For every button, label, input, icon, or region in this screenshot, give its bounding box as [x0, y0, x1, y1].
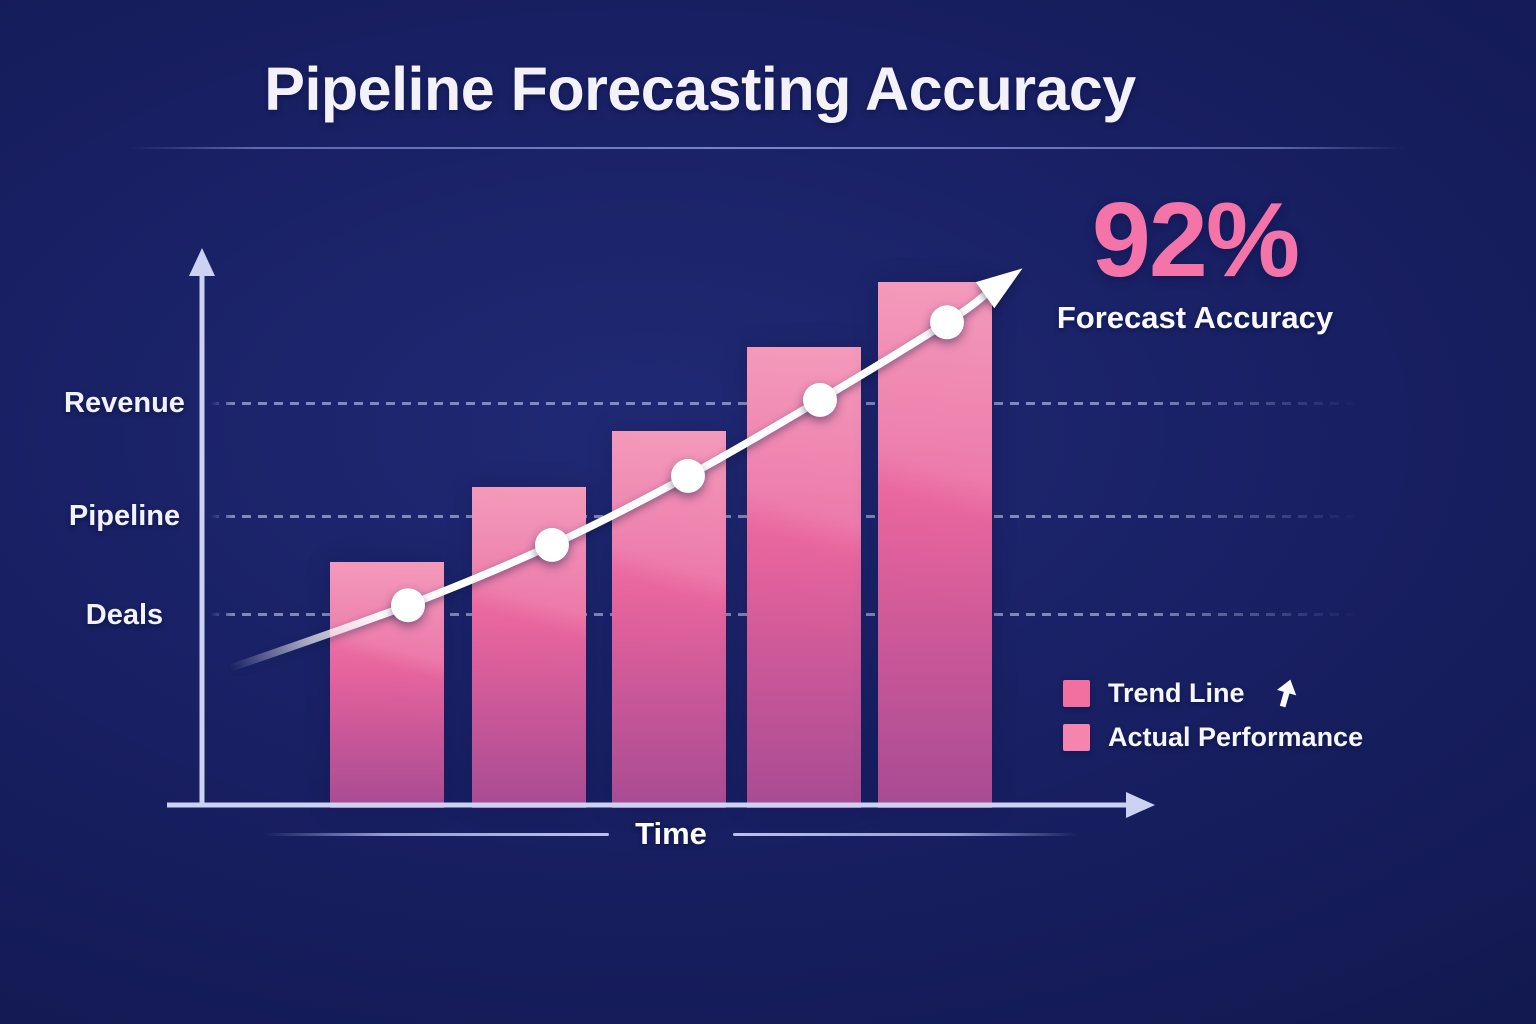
x-axis-arrow-icon	[1126, 792, 1155, 818]
forecast-accuracy-label: Forecast Accuracy	[1056, 300, 1334, 336]
legend-swatch-trend-line	[1063, 679, 1090, 707]
trend-point	[671, 458, 705, 493]
y-axis-label-deals: Deals	[85, 598, 164, 631]
trend-up-arrow-icon	[1273, 678, 1300, 709]
trend-point	[391, 588, 425, 623]
legend-label-trend-line: Trend Line	[1108, 677, 1245, 708]
trend-line	[226, 291, 989, 672]
legend-swatch-actual-performance	[1063, 723, 1090, 751]
trend-point	[803, 382, 837, 417]
trend-point	[535, 527, 569, 562]
title-underline-divider	[128, 147, 1405, 149]
bar-actual-performance-1	[330, 562, 444, 808]
y-axis-label-revenue: Revenue	[64, 387, 185, 420]
y-axis-label-pipeline: Pipeline	[68, 500, 181, 533]
y-axis-arrow-icon	[189, 248, 215, 276]
trend-point	[930, 305, 964, 340]
legend-item-actual-performance: Actual Performance	[1063, 721, 1364, 752]
legend-label-actual-performance: Actual Performance	[1108, 721, 1364, 752]
x-axis-label: Time	[635, 816, 707, 851]
x-axis-label-rule-right	[732, 832, 1078, 836]
trend-arrow-icon	[975, 268, 1023, 309]
forecast-accuracy-value: 92%	[1091, 181, 1300, 299]
bar-actual-performance-3	[612, 431, 726, 808]
legend-item-trend-line: Trend Line	[1063, 677, 1363, 709]
legend: Trend Line Actual Performance	[1063, 677, 1364, 752]
x-axis-label-rule-left	[264, 832, 610, 836]
x-axis-label-row: Time	[202, 816, 1140, 852]
chart-title: Pipeline Forecasting Accuracy	[264, 55, 1136, 123]
bar-actual-performance-5	[878, 282, 992, 808]
bar-actual-performance-4	[747, 347, 861, 808]
forecast-accuracy-stat: 92% Forecast Accuracy	[1020, 186, 1370, 336]
